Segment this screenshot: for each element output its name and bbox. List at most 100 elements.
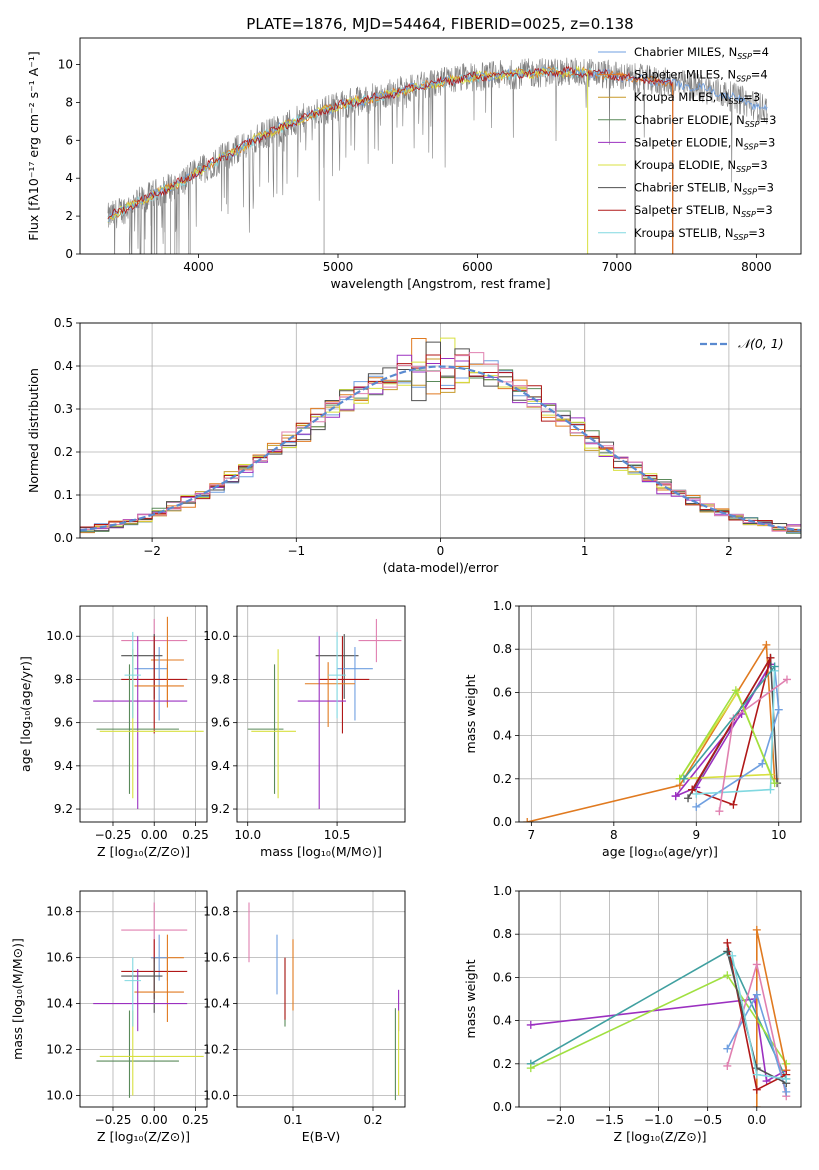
legend-entry: Chabrier ELODIE, NSSP=3	[634, 113, 776, 129]
x-tick-label: −1.5	[595, 1113, 624, 1127]
weight-series-chabrier_miles	[723, 990, 791, 1096]
x-tick-label: 7	[528, 828, 536, 842]
plus-marker	[766, 785, 775, 794]
plus-marker	[752, 1103, 761, 1107]
x-tick-label: 1	[581, 544, 589, 558]
axes-frame	[79, 37, 802, 255]
plus-marker	[752, 1085, 761, 1094]
y-axis-label: mass [log₁₀(M/M⊙)]	[10, 938, 25, 1060]
x-tick-label: −0.5	[693, 1113, 722, 1127]
plus-marker	[688, 785, 697, 794]
errorbar-kroupa_elodie	[99, 1010, 204, 1096]
y-axis-label: Flux [fλ10⁻¹⁷ erg cm⁻² s⁻¹ A⁻¹]	[26, 51, 41, 240]
legend-entry: Kroupa ELODIE, NSSP=3	[634, 158, 768, 174]
y-axis-label: Normed distribution	[26, 368, 41, 493]
x-tick-label: 8	[610, 828, 618, 842]
plus-marker	[526, 1020, 535, 1029]
plot-area	[80, 337, 801, 538]
series-line	[527, 642, 776, 822]
y-tick-label: 10.0	[46, 1089, 73, 1103]
y-axis-label: mass weight	[463, 674, 478, 753]
errorbar-chabrier_stelib	[121, 957, 163, 1013]
errorbar-salpeter_elodie	[297, 636, 347, 810]
plot-area	[247, 618, 402, 810]
y-tick-label: 0.8	[493, 927, 512, 941]
errorbar-kroupa_elodie	[99, 649, 204, 799]
legend-entry: Chabrier MILES, NSSP=4	[634, 45, 769, 61]
axes-frame	[518, 605, 802, 823]
panel-spectrum: 4000 5000 6000 7000 8000 0 2 4 6 8 10 wavelength [A…	[26, 15, 802, 291]
weight-series-salpeter_miles	[523, 640, 779, 822]
errorbar-salpeter_miles	[134, 664, 184, 708]
weight-series-kroupa_stelib	[692, 666, 779, 798]
x-tick-label: 9	[692, 828, 700, 842]
plus-marker	[729, 800, 738, 809]
plus-marker	[782, 1074, 791, 1083]
legend-entry: Salpeter STELIB, NSSP=3	[634, 203, 773, 219]
plus-marker	[671, 792, 680, 801]
y-tick-label: 10.0	[203, 629, 230, 643]
plus-marker	[723, 1044, 732, 1053]
weight-series-teal	[679, 662, 779, 783]
y-tick-label: 9.6	[54, 716, 73, 730]
errorbar-chabrier_stelib	[121, 634, 163, 699]
x-tick-label: 7000	[602, 260, 633, 274]
y-tick-label: 8	[65, 95, 73, 109]
y-tick-label: 9.8	[54, 672, 73, 686]
plus-marker	[679, 774, 688, 783]
legend: Chabrier MILES, NSSP=4 Salpeter MILES, NS…	[598, 45, 776, 242]
errorbar-salpeter_stelib	[319, 636, 370, 734]
errorbar-pink	[358, 618, 402, 663]
plus-marker	[782, 675, 791, 684]
x-axis-label: mass [log₁₀(M/M⊙)]	[260, 844, 382, 859]
plus-marker	[782, 1087, 791, 1096]
y-tick-label: 9.8	[211, 672, 230, 686]
y-tick-label: 0.6	[493, 970, 512, 984]
errorbar-kroupa_stelib	[124, 631, 142, 719]
y-tick-label: 0.4	[493, 1014, 512, 1028]
plot-area	[248, 902, 400, 1101]
y-tick-label: 0.5	[54, 316, 73, 330]
errorbar-salpeter_miles	[134, 957, 184, 1022]
legend-entry: Kroupa STELIB, NSSP=3	[634, 226, 765, 242]
series-line	[683, 665, 776, 780]
x-axis-label: Z [log₁₀(Z/Z⊙)]	[97, 844, 190, 859]
plus-marker	[723, 1061, 732, 1070]
errorbar-kroupa_elodie	[251, 649, 296, 799]
errorbar-kroupa_stelib	[124, 957, 142, 1027]
panel-residuals: −2 −1 0 1 2 0.0 0.1 0.2 0.3 0.4 0.5 (data-model)/er…	[26, 316, 802, 575]
y-tick-label: 0.0	[493, 1100, 512, 1114]
legend-entry: Chabrier STELIB, NSSP=3	[634, 181, 774, 197]
plus-marker	[762, 640, 771, 649]
x-axis-label: E(B-V)	[302, 1129, 341, 1144]
x-tick-label: 0.2	[363, 1113, 382, 1127]
axes-frame	[79, 322, 802, 539]
y-tick-label: 9.4	[54, 759, 73, 773]
y-tick-label: 10.0	[46, 629, 73, 643]
x-tick-label: −0.25	[95, 828, 132, 842]
legend: 𝒩(0, 1)	[700, 336, 784, 351]
panel-age_vs_Z: −0.25 0.00 0.25 9.2 9.4 9.6 9.8 10.0 Z [log₁₀(Z/…	[18, 605, 209, 859]
panel-mass_vs_ebv: 0.1 0.2 10.0 10.2 10.4 10.6 10.8 E(B-V)	[203, 890, 406, 1144]
errorbar-kroupa_stelib	[328, 631, 347, 719]
y-tick-label: 10.8	[46, 905, 73, 919]
errorbar-chabrier_miles	[134, 647, 168, 721]
x-axis-label: age [log₁₀(age/yr)]	[602, 844, 718, 859]
plus-marker	[523, 818, 532, 822]
plus-marker	[770, 662, 779, 671]
y-tick-label: 0.2	[54, 445, 73, 459]
plot-area	[107, 57, 768, 254]
panel-weight_vs_age: 7 8 9 10 0.0 0.2 0.4 0.6 0.8 1.0 age [log₁₀(age/yr…	[463, 599, 802, 859]
y-tick-label: 0.1	[54, 488, 73, 502]
plus-marker	[526, 1064, 535, 1073]
x-tick-label: 0.00	[141, 828, 168, 842]
series-line	[530, 998, 787, 1083]
x-tick-label: 10.5	[324, 828, 351, 842]
plot-area	[93, 902, 204, 1098]
plus-marker	[684, 794, 693, 803]
weight-series-lime	[675, 686, 779, 788]
axes-frame	[518, 890, 802, 1108]
plus-marker	[715, 807, 724, 816]
y-tick-label: 10	[58, 58, 73, 72]
x-tick-label: 0.0	[747, 1113, 766, 1127]
